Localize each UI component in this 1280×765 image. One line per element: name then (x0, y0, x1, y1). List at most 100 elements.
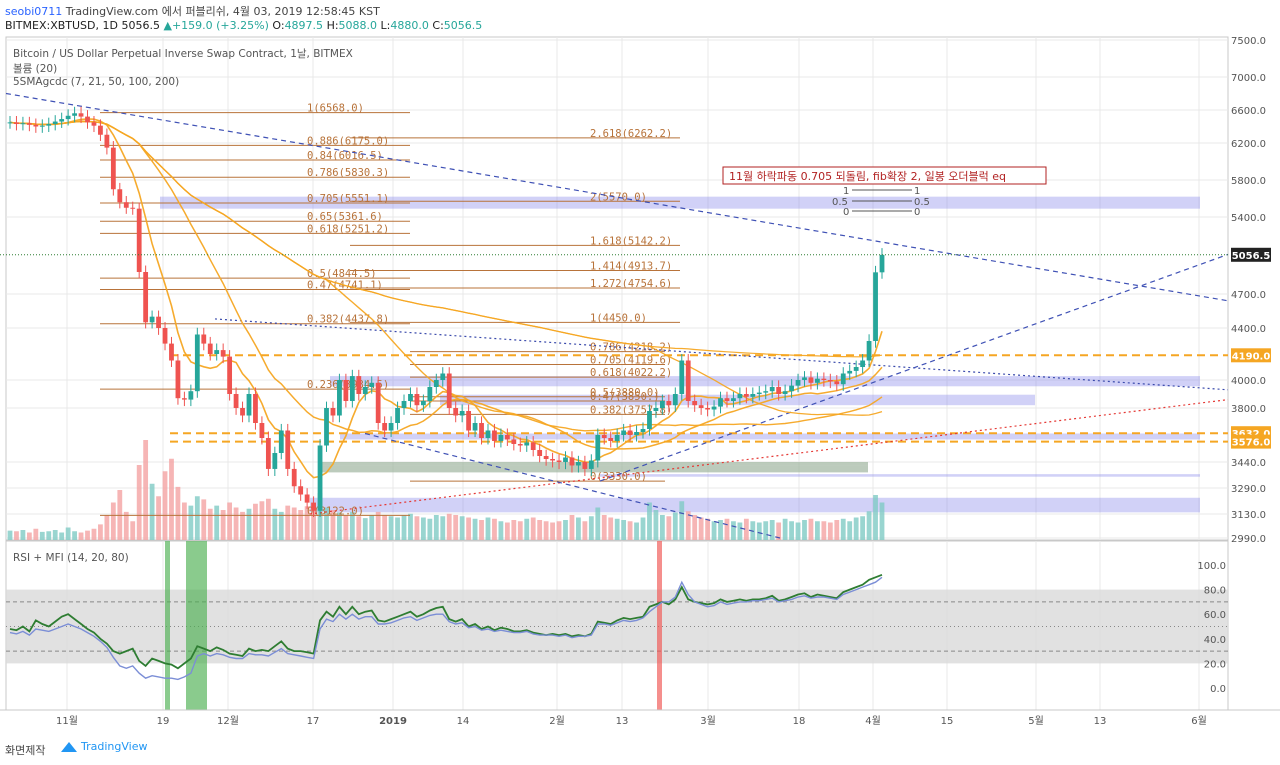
volume-bar (207, 508, 213, 540)
candle-body (395, 408, 400, 423)
volume-bar (233, 507, 239, 540)
rsi-mfi-indicator-label[interactable]: RSI + MFI (14, 20, 80) (13, 552, 129, 564)
time-axis-tick: 2019 (379, 716, 407, 727)
tradingview-logo[interactable]: TradingView (60, 740, 147, 753)
order-block-zone (320, 465, 868, 473)
volume-bar (821, 521, 827, 540)
mini-fib-label-left: 0 (843, 207, 849, 218)
order-block-zone (330, 376, 1200, 387)
volume-bar (265, 498, 271, 540)
volume-bar (33, 528, 39, 540)
volume-bar (634, 522, 639, 540)
time-axis-tick: 3월 (700, 715, 716, 727)
volume-bar (362, 518, 368, 540)
volume-bar (492, 518, 497, 540)
oscillator-axis-tick: 80.0 (1204, 586, 1226, 597)
volume-bar (395, 517, 400, 540)
candle-body (840, 373, 846, 385)
candle-body (782, 391, 788, 394)
volume-bar (408, 513, 413, 540)
candle-body (59, 119, 65, 122)
author-name[interactable]: seobi0711 (5, 5, 63, 18)
candle-body (91, 122, 97, 126)
candle-body (666, 401, 672, 406)
trendline-resistance (214, 318, 1229, 391)
candle-body (724, 398, 730, 401)
volume-bar (356, 516, 362, 540)
candle-body (317, 445, 323, 511)
mini-fib-label-left: 1 (843, 186, 849, 197)
low-value: 4880.0 (390, 19, 429, 32)
candle-body (873, 272, 878, 341)
fib-retracement-label: 1(6568.0) (307, 103, 364, 115)
time-axis-tick: 11월 (56, 715, 78, 727)
volume-bar (601, 515, 607, 540)
order-block-zone (440, 394, 1035, 406)
volume-bar (550, 522, 555, 540)
volume-bar (692, 515, 698, 540)
candle-body (459, 411, 465, 416)
candle-body (233, 394, 239, 408)
candle-body (201, 334, 207, 344)
volume-bar (840, 518, 846, 540)
price-label-tag (1231, 247, 1271, 262)
candle-body (647, 411, 652, 429)
candle-body (265, 438, 271, 469)
candle-body (369, 382, 375, 387)
volume-bar (679, 501, 685, 540)
candle-body (802, 377, 807, 380)
tradingview-brand: TradingView (81, 740, 148, 753)
volume-indicator-label[interactable]: 볼륨 (20) (13, 63, 58, 75)
volume-bar (763, 521, 769, 540)
signal-highlight (657, 541, 662, 710)
candle-body (285, 430, 291, 469)
candle-body (272, 453, 278, 469)
fib-extension-label: 1.414(4913.7) (590, 260, 672, 272)
volume-bar (698, 517, 704, 540)
volume-bar (731, 521, 736, 540)
volume-bar (860, 516, 866, 540)
candle-body (776, 387, 782, 394)
volume-bar (563, 520, 568, 540)
candle-body (72, 113, 77, 116)
candle-body (705, 408, 710, 410)
volume-bar (608, 517, 614, 540)
candle-body (143, 272, 149, 323)
volume-bar (815, 521, 820, 540)
fib-small-label: 0.5(3880.0) (590, 387, 660, 399)
publish-header: seobi0711 TradingView.com 에서 퍼블리쉬, 4월 03… (5, 3, 380, 19)
open-value: 4897.5 (284, 19, 324, 32)
volume-bar (776, 522, 782, 540)
volume-bar (517, 521, 523, 540)
volume-bar (382, 515, 388, 540)
volume-bar (20, 530, 26, 540)
volume-bar (220, 510, 226, 540)
candle-body (847, 370, 853, 374)
volume-bar (685, 511, 691, 540)
price-axis-tick: 3800.0 (1231, 404, 1266, 415)
volume-bar (162, 471, 168, 540)
candle-body (375, 382, 381, 423)
candle-body (466, 411, 472, 431)
volume-bar (446, 513, 452, 540)
candle-body (485, 430, 491, 438)
volume-bar (253, 503, 258, 540)
candle-body (130, 207, 136, 209)
candle-body (149, 316, 155, 323)
volume-bar (7, 530, 13, 540)
volume-bar (453, 515, 459, 540)
volume-bar (433, 515, 439, 540)
time-axis-tick: 13 (1094, 716, 1107, 727)
candle-body (240, 408, 245, 416)
candle-body (291, 468, 297, 487)
sma-indicator-label[interactable]: 5SMAgcdc (7, 21, 50, 100, 200) (13, 76, 180, 88)
volume-bar (853, 517, 859, 540)
candle-body (711, 406, 717, 410)
candle-body (853, 367, 859, 371)
candle-body (479, 423, 484, 438)
candle-body (550, 459, 555, 461)
volume-bar (143, 440, 149, 540)
candle-body (337, 380, 342, 416)
volume-bar (640, 517, 646, 540)
